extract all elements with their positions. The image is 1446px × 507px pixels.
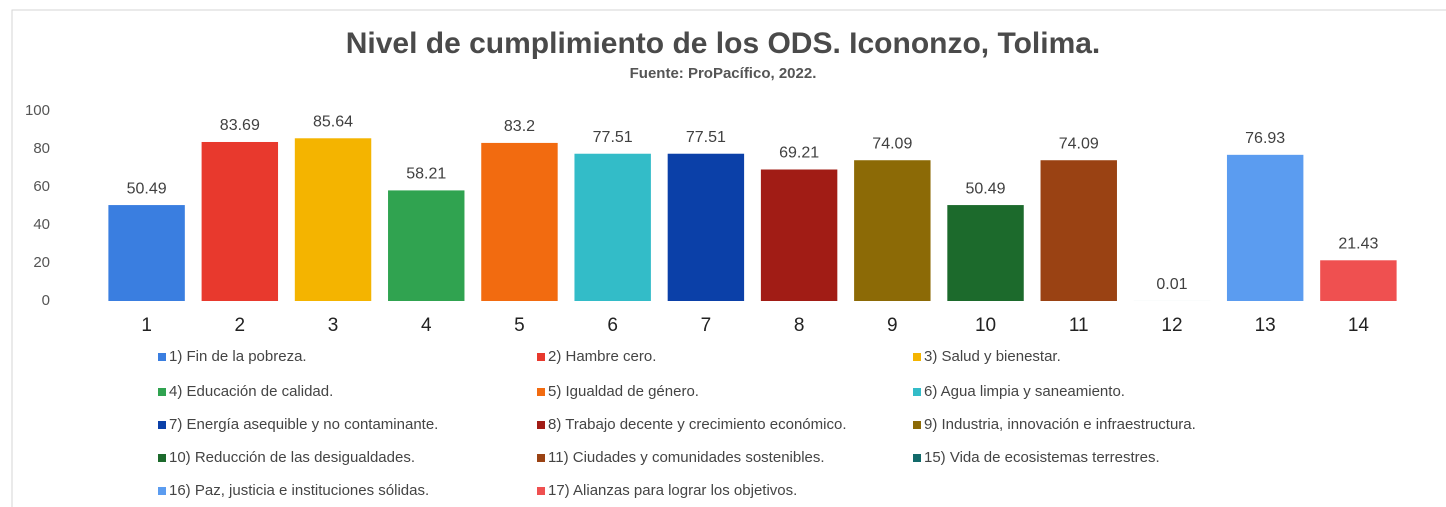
legend-swatch bbox=[158, 421, 166, 429]
bar bbox=[854, 160, 931, 301]
legend-label: 5) Igualdad de género. bbox=[548, 383, 699, 400]
bar bbox=[1226, 154, 1304, 301]
legend-label: 7) Energía asequible y no contaminante. bbox=[169, 416, 438, 433]
legend-swatch bbox=[913, 421, 921, 429]
legend-swatch bbox=[158, 454, 166, 462]
value-label: 50.49 bbox=[966, 180, 1006, 197]
legend-label: 15) Vida de ecosistemas terrestres. bbox=[924, 449, 1160, 466]
frame bbox=[11, 9, 1446, 507]
value-label: 69.21 bbox=[779, 145, 819, 162]
value-label: 76.93 bbox=[1245, 130, 1285, 147]
legend-swatch bbox=[158, 353, 166, 361]
bar bbox=[294, 138, 372, 301]
legend-swatch bbox=[537, 353, 545, 361]
legend-label: 8) Trabajo decente y crecimiento económi… bbox=[548, 416, 846, 433]
y-tick-label: 20 bbox=[33, 254, 50, 271]
bar bbox=[108, 205, 185, 301]
x-tick-label: 7 bbox=[701, 315, 712, 336]
bar bbox=[760, 169, 838, 301]
y-tick-label: 40 bbox=[33, 216, 50, 233]
legend-swatch bbox=[537, 421, 545, 429]
bar bbox=[481, 142, 558, 301]
x-tick-label: 9 bbox=[887, 315, 898, 336]
legend-label: 11) Ciudades y comunidades sostenibles. bbox=[548, 449, 825, 466]
chart-subtitle: Fuente: ProPacífico, 2022. bbox=[630, 65, 817, 82]
legend-swatch bbox=[913, 353, 921, 361]
y-tick-label: 80 bbox=[33, 140, 50, 157]
legend-swatch bbox=[913, 388, 921, 396]
value-label: 74.09 bbox=[1059, 135, 1099, 152]
x-tick-label: 3 bbox=[328, 315, 339, 336]
legend-swatch bbox=[913, 454, 921, 462]
value-label: 83.2 bbox=[504, 118, 535, 135]
x-tick-label: 8 bbox=[794, 315, 805, 336]
legend-label: 17) Alianzas para lograr los objetivos. bbox=[548, 482, 797, 499]
value-label: 0.01 bbox=[1156, 276, 1187, 293]
legend-label: 16) Paz, justicia e instituciones sólida… bbox=[169, 482, 429, 499]
legend-swatch bbox=[537, 454, 545, 462]
x-tick-label: 4 bbox=[421, 315, 432, 336]
legend-label: 10) Reducción de las desigualdades. bbox=[169, 449, 415, 466]
value-label: 74.09 bbox=[872, 135, 912, 152]
bar bbox=[574, 153, 651, 301]
legend-label: 3) Salud y bienestar. bbox=[924, 348, 1061, 365]
value-label: 21.43 bbox=[1338, 236, 1378, 253]
bar bbox=[388, 190, 465, 301]
legend-label: 1) Fin de la pobreza. bbox=[169, 348, 307, 365]
x-tick-label: 11 bbox=[1069, 315, 1089, 336]
value-label: 85.64 bbox=[313, 114, 353, 131]
legend-swatch bbox=[537, 487, 545, 495]
bar bbox=[947, 205, 1024, 301]
x-tick-label: 1 bbox=[141, 315, 152, 336]
value-label: 77.51 bbox=[686, 129, 726, 146]
y-tick-label: 0 bbox=[42, 292, 50, 309]
legend-label: 6) Agua limpia y saneamiento. bbox=[924, 383, 1125, 400]
value-label: 50.49 bbox=[127, 180, 167, 197]
legend-swatch bbox=[537, 388, 545, 396]
value-label: 83.69 bbox=[220, 117, 260, 134]
legend-label: 9) Industria, innovación e infraestructu… bbox=[924, 416, 1196, 433]
y-tick-label: 100 bbox=[25, 102, 50, 119]
chart-title: Nivel de cumplimiento de los ODS. Iconon… bbox=[346, 27, 1101, 60]
legend-swatch bbox=[158, 487, 166, 495]
bar bbox=[1040, 160, 1117, 301]
value-label: 58.21 bbox=[406, 166, 446, 183]
x-tick-label: 13 bbox=[1255, 315, 1276, 336]
x-tick-label: 10 bbox=[975, 315, 996, 336]
legend-label: 2) Hambre cero. bbox=[548, 348, 656, 365]
x-tick-label: 6 bbox=[607, 315, 618, 336]
x-tick-label: 5 bbox=[514, 315, 525, 336]
x-tick-label: 14 bbox=[1348, 315, 1370, 336]
legend-swatch bbox=[158, 388, 166, 396]
x-tick-label: 12 bbox=[1161, 315, 1182, 336]
bar bbox=[201, 141, 279, 301]
y-tick-label: 60 bbox=[33, 178, 50, 195]
bar bbox=[1320, 260, 1397, 301]
bar bbox=[667, 153, 745, 301]
x-tick-label: 2 bbox=[235, 315, 246, 336]
value-label: 77.51 bbox=[593, 129, 633, 146]
legend-label: 4) Educación de calidad. bbox=[169, 383, 333, 400]
